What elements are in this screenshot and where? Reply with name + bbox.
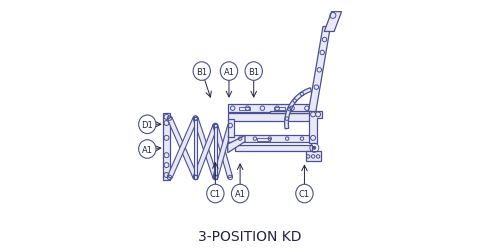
Circle shape [313,147,316,150]
Polygon shape [193,125,218,179]
Text: D1: D1 [142,120,153,129]
Polygon shape [308,27,330,114]
Polygon shape [235,146,312,152]
Polygon shape [214,125,217,179]
Ellipse shape [138,140,156,159]
Polygon shape [306,152,320,162]
Polygon shape [228,120,234,137]
Bar [258,139,270,141]
Polygon shape [193,118,218,178]
Bar [274,108,284,111]
Text: C1: C1 [210,189,221,198]
Text: 3-POSITION KD: 3-POSITION KD [198,229,302,243]
Ellipse shape [206,184,224,203]
Polygon shape [270,111,312,114]
Text: C1: C1 [299,189,310,198]
Polygon shape [284,88,312,129]
Polygon shape [168,118,198,179]
Polygon shape [228,136,312,142]
Polygon shape [228,114,313,121]
Polygon shape [213,125,233,178]
Polygon shape [164,114,170,180]
Ellipse shape [220,62,238,81]
Polygon shape [213,125,233,178]
Ellipse shape [296,184,313,203]
Polygon shape [228,136,245,153]
Text: B1: B1 [248,67,260,76]
Ellipse shape [138,115,156,134]
Ellipse shape [232,184,249,203]
Text: B1: B1 [196,67,207,76]
Polygon shape [168,118,198,179]
Ellipse shape [245,62,262,81]
Ellipse shape [193,62,210,81]
Polygon shape [228,105,313,112]
Bar [239,108,250,111]
Text: A1: A1 [224,67,234,76]
Polygon shape [310,111,322,143]
Text: A1: A1 [234,189,246,198]
Polygon shape [324,13,342,32]
Text: A1: A1 [142,145,153,154]
Polygon shape [194,117,198,179]
